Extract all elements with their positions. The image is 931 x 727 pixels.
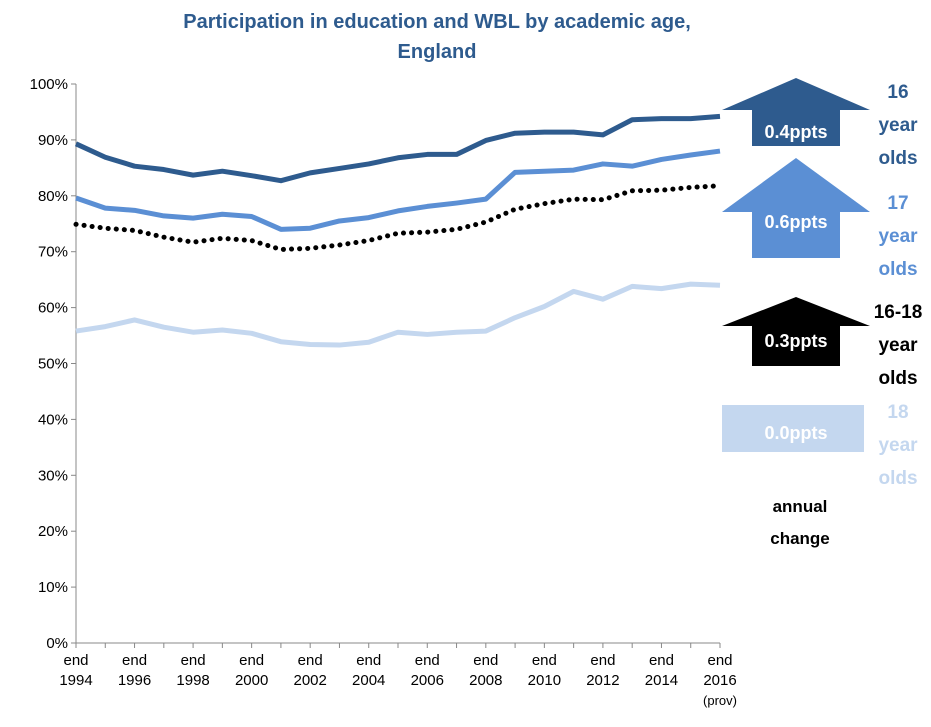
y-tick-label: 20%	[38, 523, 68, 540]
y-tick-label: 90%	[38, 132, 68, 149]
y-tick-label: 10%	[38, 579, 68, 596]
series-line	[74, 113, 721, 184]
change-box	[722, 405, 864, 452]
x-tick-label: end 1996	[118, 652, 151, 689]
change-label: 0.3ppts	[764, 331, 827, 351]
series-line	[75, 281, 721, 348]
series-line	[75, 148, 721, 232]
change-label: 0.6ppts	[764, 212, 827, 232]
y-tick-label: 80%	[38, 188, 68, 205]
x-tick-label: end 2012	[586, 652, 619, 689]
annotation: annual change	[770, 497, 830, 548]
y-tick-label: 0%	[46, 635, 68, 652]
x-tick-label: end 2000	[235, 652, 268, 689]
chart-title: England	[398, 41, 477, 63]
x-tick-label: end 2008	[469, 652, 502, 689]
legend-label: 16 year olds	[878, 82, 918, 169]
change-arrow	[722, 158, 870, 258]
change-arrow	[722, 297, 870, 366]
y-tick-label: 30%	[38, 467, 68, 484]
chart-title: Participation in education and WBL by ac…	[183, 11, 691, 33]
legend-label: 17 year olds	[878, 193, 918, 280]
change-label: 0.0ppts	[764, 423, 827, 443]
change-arrow	[722, 78, 870, 146]
y-tick-label: 60%	[38, 300, 68, 317]
x-tick-label: end 2006	[411, 652, 444, 689]
y-tick-label: 40%	[38, 411, 68, 428]
y-tick-label: 70%	[38, 244, 68, 261]
y-tick-label: 100%	[30, 76, 68, 93]
legend-label: 18 year olds	[878, 402, 918, 489]
x-tick-label: end 2004	[352, 652, 385, 689]
change-label: 0.4ppts	[764, 122, 827, 142]
legend-label: 16-18 year olds	[874, 302, 923, 389]
y-tick-label: 50%	[38, 356, 68, 373]
x-tick-label: end 2016 (prov)	[703, 652, 737, 708]
x-tick-label: end 1998	[176, 652, 209, 689]
x-tick-label: end 1994	[59, 652, 92, 689]
x-tick-label: end 2014	[645, 652, 678, 689]
x-tick-label: end 2002	[293, 652, 326, 689]
x-tick-label: end 2010	[528, 652, 561, 689]
